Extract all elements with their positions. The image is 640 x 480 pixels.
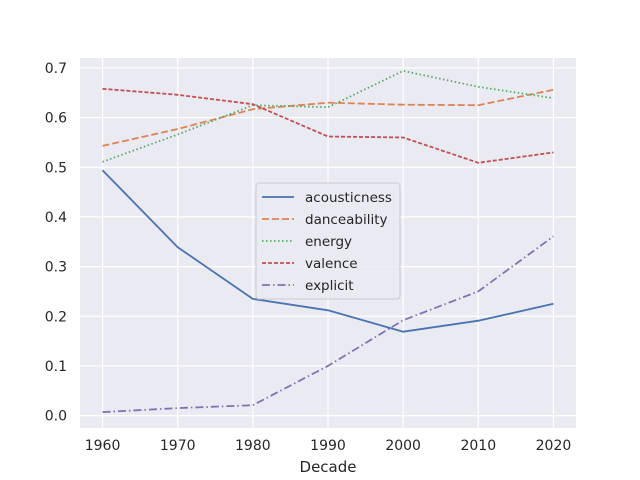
x-tick-label: 1960 [85,438,121,454]
y-tick-labels: 0.0 0.1 0.2 0.3 0.4 0.5 0.6 0.7 [45,61,67,425]
series-lines [101,70,555,413]
y-tick-label: 0.3 [45,260,67,276]
y-tick-label: 0.6 [45,111,67,127]
series-line-valence [102,87,554,164]
legend-box [255,182,401,300]
legend-label-valence: valence [305,256,358,272]
series-line-explicit [102,235,555,413]
legend-label-energy: energy [305,234,352,250]
legend: acousticness danceability energy valence exp… [255,182,401,300]
y-tick-label: 0.2 [45,309,67,325]
legend-label-danceability: danceability [305,212,388,228]
legend-label-explicit: explicit [305,278,354,294]
y-tick-label: 0.4 [45,210,67,226]
x-tick-label: 2010 [460,438,496,454]
series-line-energy [102,70,554,163]
y-tick-label: 0.7 [45,61,67,77]
x-tick-label: 1980 [235,438,271,454]
x-tick-label: 1990 [310,438,346,454]
x-tick-label: 2000 [385,438,421,454]
y-tick-label: 0.1 [45,359,67,375]
legend-label-acousticness: acousticness [305,190,392,206]
x-tick-labels: 1960 1970 1980 1990 2000 2010 2020 [85,438,572,454]
y-tick-label: 0.0 [45,409,67,425]
series-line-acousticness [101,169,554,333]
y-tick-label: 0.5 [45,160,67,176]
x-tick-label: 1970 [160,438,196,454]
series-line-danceability [102,88,554,147]
x-axis-label: Decade [300,458,357,476]
x-tick-label: 2020 [536,438,572,454]
